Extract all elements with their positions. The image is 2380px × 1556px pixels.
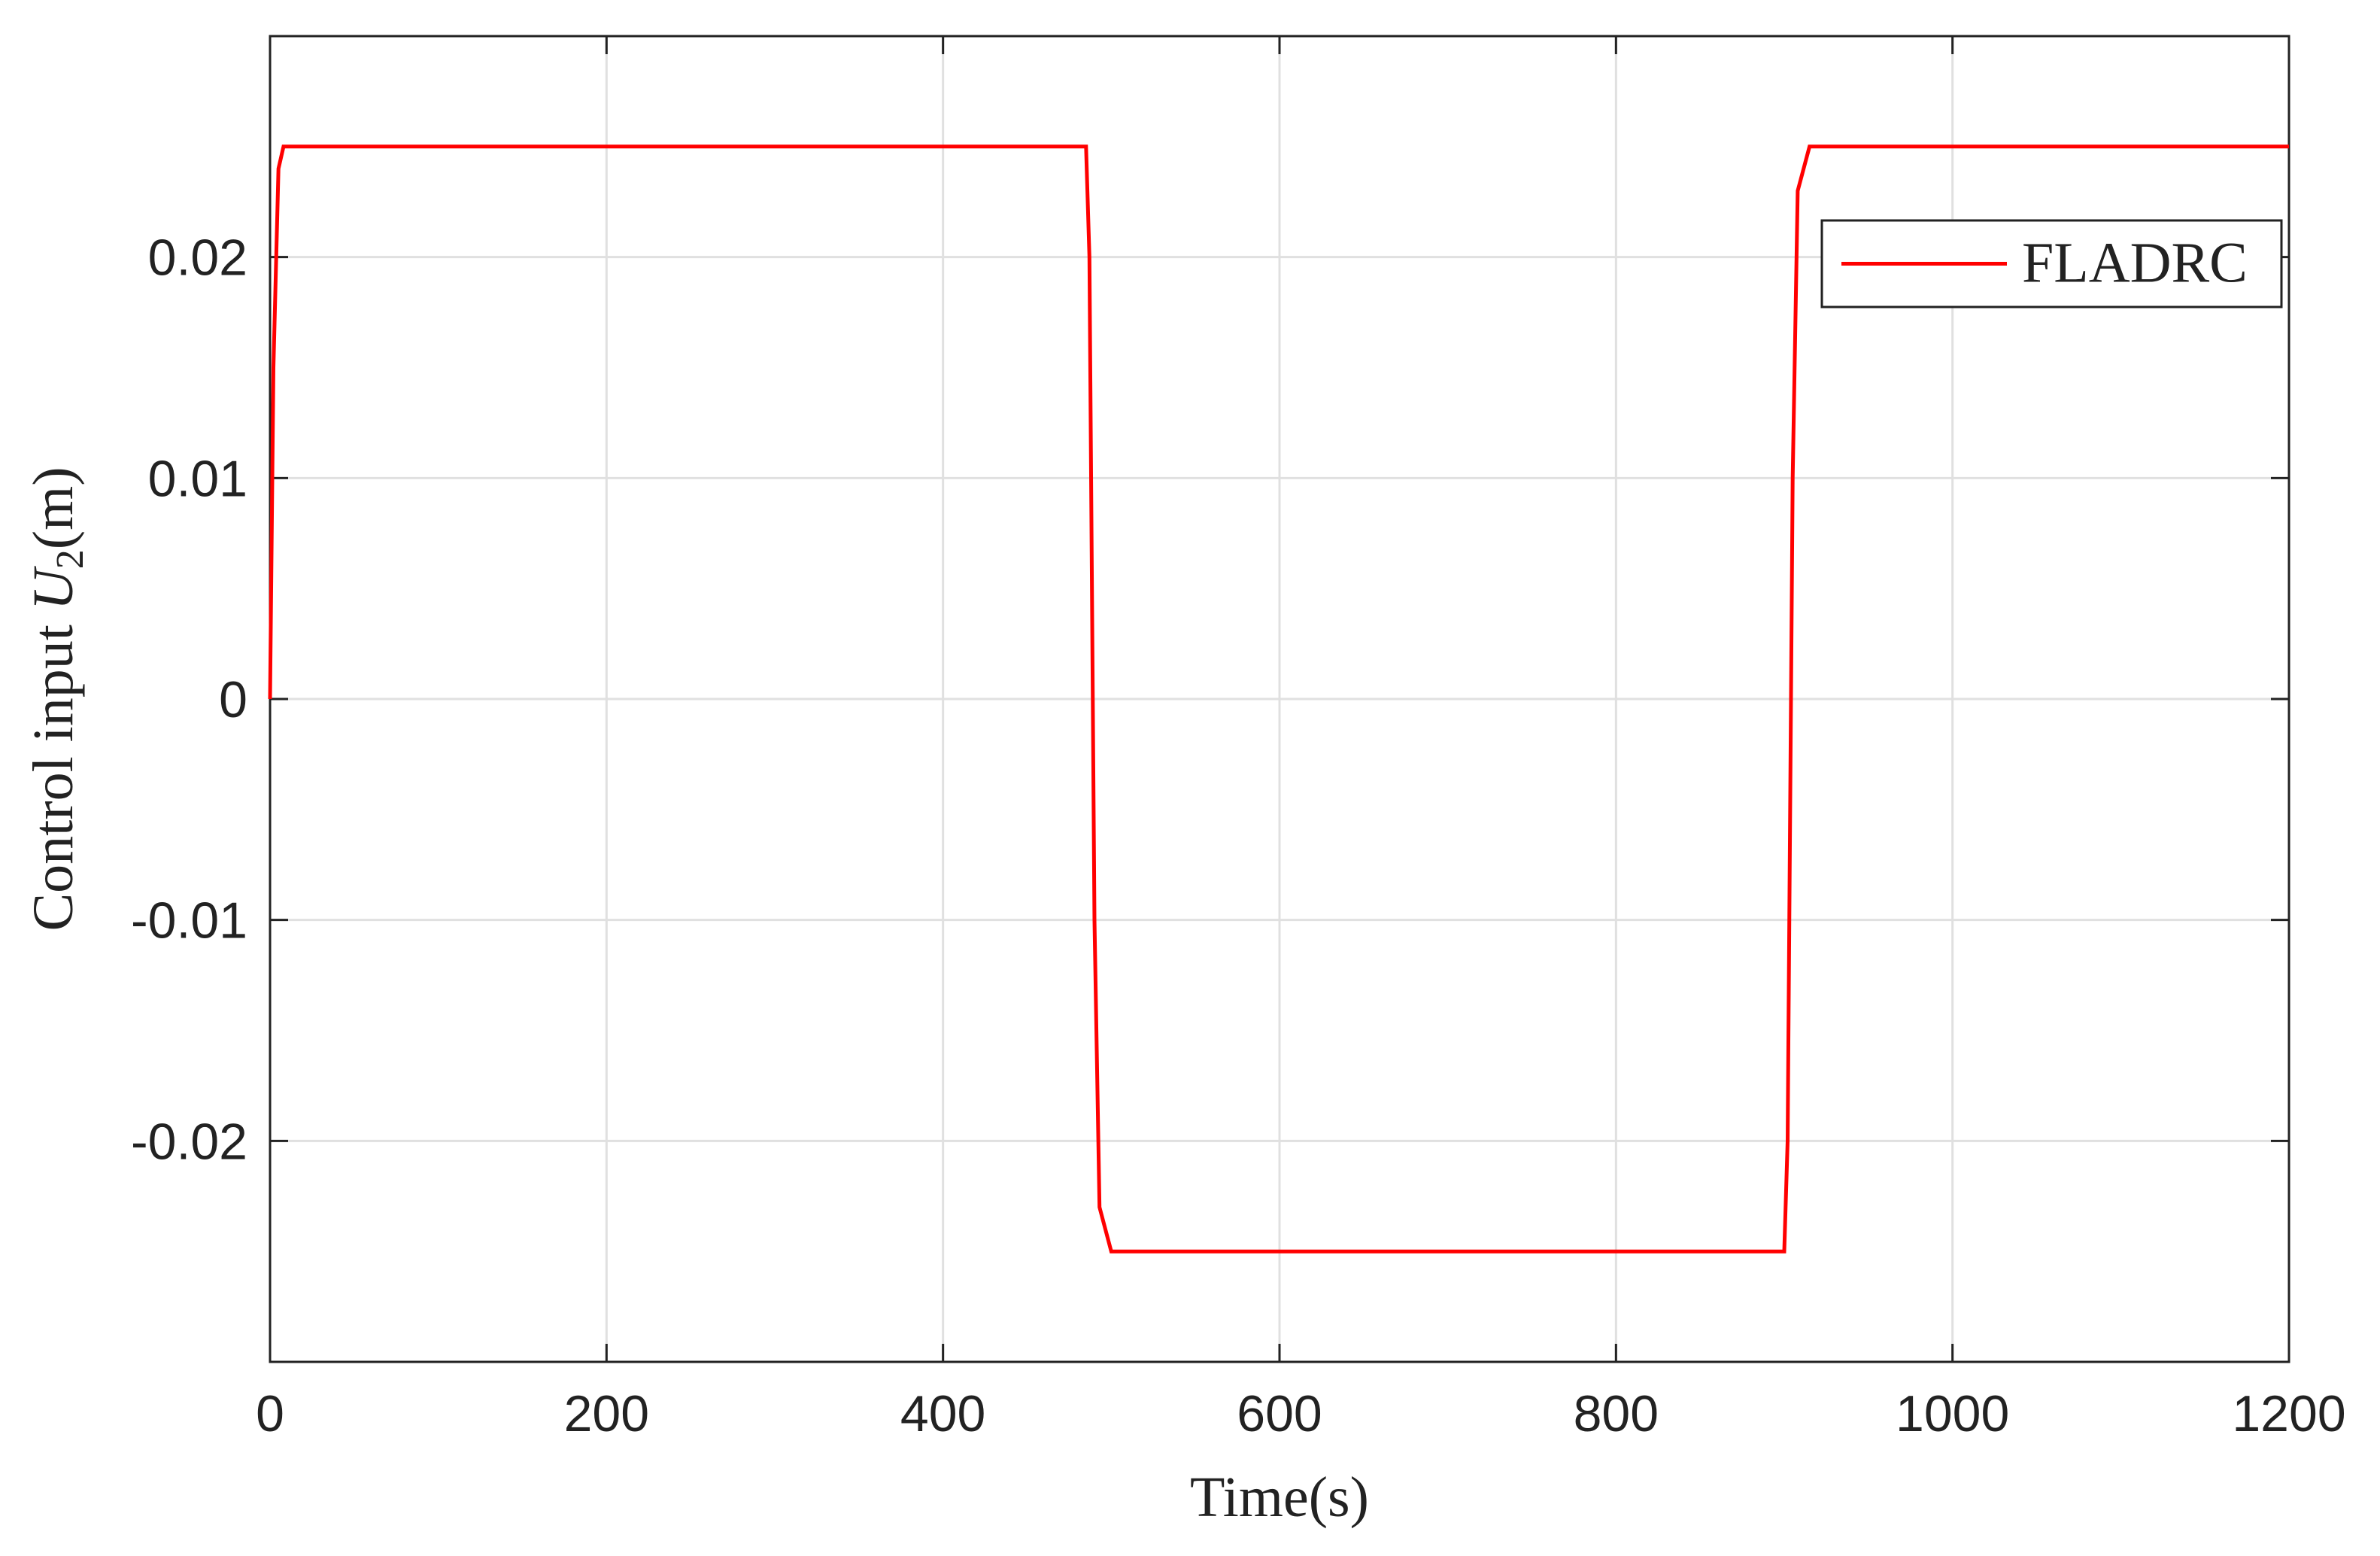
- data-line: [268, 144, 2289, 1254]
- y-axis-label: Control input U2(m): [22, 466, 92, 931]
- y-tick-label: -0.01: [131, 892, 247, 950]
- legend: FLADRC: [1820, 219, 2283, 308]
- y-tick-label: -0.02: [131, 1113, 247, 1170]
- x-tick-label: 200: [564, 1385, 649, 1442]
- x-tick-label: 600: [1237, 1385, 1322, 1442]
- x-tick-label: 1200: [2232, 1385, 2345, 1442]
- x-tick-label: 400: [900, 1385, 985, 1442]
- y-label-unit: (m): [22, 466, 85, 549]
- y-label-text: Control input: [22, 610, 85, 931]
- x-axis-label: Time(s): [1190, 1466, 1369, 1529]
- x-tick-label: 0: [256, 1385, 284, 1442]
- y-tick-label: 0.01: [148, 450, 247, 507]
- y-tick-label: 0: [219, 671, 247, 728]
- legend-label: FLADRC: [2022, 232, 2248, 295]
- y-tick-label: 0.02: [148, 229, 247, 287]
- y-label-sub: 2: [49, 549, 92, 569]
- x-tick-label: 1000: [1896, 1385, 2009, 1442]
- y-label-var: U: [22, 566, 85, 610]
- x-tick-label: 800: [1574, 1385, 1659, 1442]
